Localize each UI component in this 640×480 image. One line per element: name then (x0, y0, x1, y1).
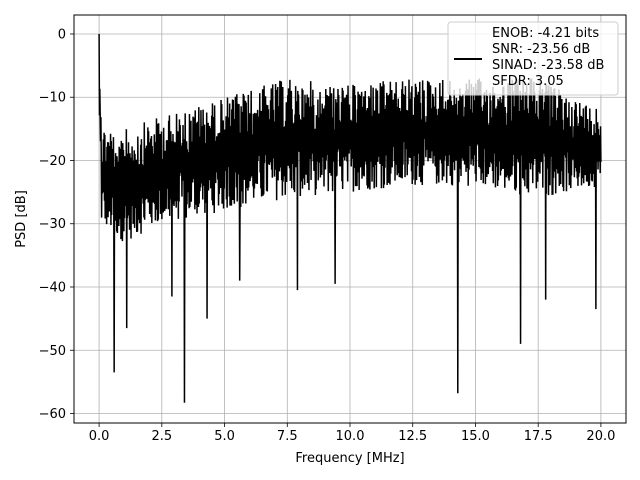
x-tick-label: 2.5 (151, 429, 172, 444)
y-tick-label: −20 (39, 154, 66, 169)
legend-box (447, 21, 619, 96)
legend-enob: ENOB: -4.21 bits (492, 26, 599, 41)
x-tick-label: 0.0 (89, 429, 110, 444)
series-psd-trace (98, 33, 602, 403)
y-axis-ticks: 0 −10 −20 −30 −40 −50 −60 (39, 27, 74, 422)
psd-trace-line (98, 33, 602, 403)
legend-snr: SNR: -23.56 dB (492, 42, 590, 57)
x-tick-label: 10.0 (336, 429, 365, 444)
x-tick-label: 17.5 (524, 429, 553, 444)
x-axis-ticks: 0.0 2.5 5.0 7.5 10.0 12.5 15.0 17.5 20.0 (89, 423, 615, 444)
y-tick-label: −30 (39, 217, 66, 232)
x-tick-label: 5.0 (214, 429, 235, 444)
x-axis-label: Frequency [MHz] (295, 451, 404, 466)
y-axis-label: PSD [dB] (14, 190, 29, 248)
y-tick-label: −50 (39, 344, 66, 359)
y-tick-label: −10 (39, 91, 66, 106)
x-tick-label: 20.0 (586, 429, 615, 444)
x-tick-label: 7.5 (277, 429, 298, 444)
x-tick-label: 15.0 (461, 429, 490, 444)
legend: ENOB: -4.21 bits SNR: -23.56 dB SINAD: -… (447, 21, 619, 96)
legend-sfdr: SFDR: 3.05 (492, 74, 564, 89)
legend-sinad: SINAD: -23.58 dB (492, 58, 604, 73)
y-tick-label: 0 (58, 27, 66, 42)
x-tick-label: 12.5 (398, 429, 427, 444)
y-tick-label: −40 (39, 281, 66, 296)
y-tick-label: −60 (39, 407, 66, 422)
